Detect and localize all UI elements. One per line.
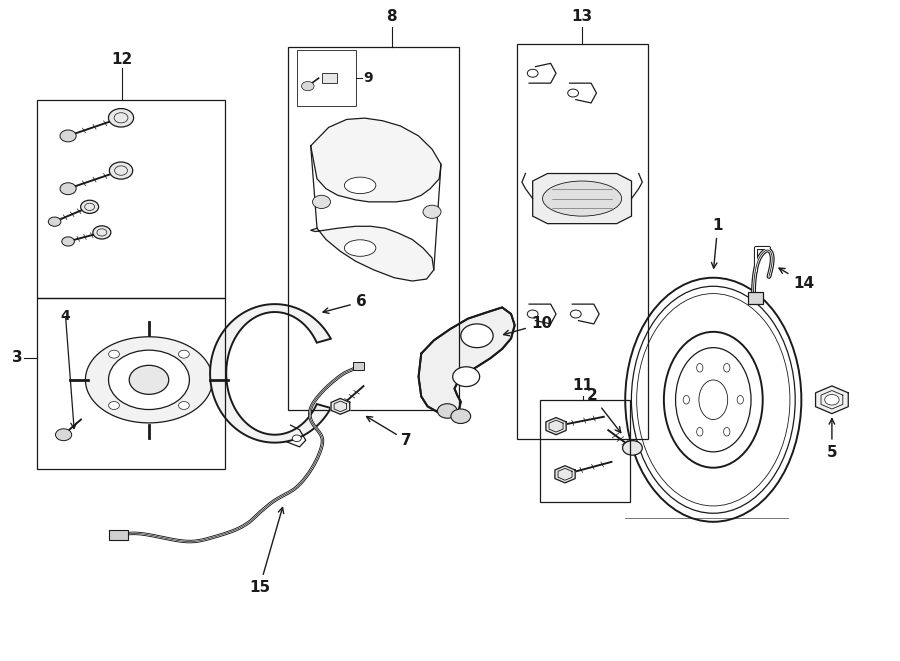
Circle shape bbox=[178, 401, 189, 409]
Bar bbox=[109, 530, 129, 540]
Circle shape bbox=[60, 130, 76, 142]
Circle shape bbox=[109, 350, 189, 410]
Polygon shape bbox=[310, 118, 441, 202]
Ellipse shape bbox=[697, 364, 703, 372]
Circle shape bbox=[108, 108, 133, 127]
Circle shape bbox=[62, 237, 75, 246]
Text: 13: 13 bbox=[572, 9, 593, 24]
Circle shape bbox=[109, 162, 132, 179]
Text: 4: 4 bbox=[60, 309, 70, 323]
Circle shape bbox=[49, 217, 61, 226]
Bar bbox=[288, 47, 459, 410]
Circle shape bbox=[130, 366, 168, 395]
Bar bbox=[297, 50, 356, 106]
Circle shape bbox=[81, 200, 99, 214]
Text: 6: 6 bbox=[323, 295, 366, 313]
Ellipse shape bbox=[543, 181, 622, 216]
Circle shape bbox=[623, 441, 643, 455]
Text: 1: 1 bbox=[712, 218, 723, 268]
Circle shape bbox=[56, 429, 72, 441]
Ellipse shape bbox=[724, 364, 730, 372]
Circle shape bbox=[60, 182, 76, 194]
Polygon shape bbox=[533, 174, 632, 223]
Ellipse shape bbox=[699, 380, 728, 420]
Circle shape bbox=[312, 195, 330, 208]
Ellipse shape bbox=[724, 428, 730, 436]
Circle shape bbox=[437, 404, 457, 418]
Polygon shape bbox=[815, 386, 849, 414]
Text: 11: 11 bbox=[572, 378, 593, 393]
Polygon shape bbox=[210, 304, 331, 443]
Circle shape bbox=[292, 435, 302, 442]
Text: 2: 2 bbox=[587, 388, 621, 432]
Circle shape bbox=[109, 350, 120, 358]
Circle shape bbox=[109, 401, 120, 409]
Bar bbox=[322, 73, 337, 83]
Bar bbox=[540, 400, 630, 502]
Text: 10: 10 bbox=[504, 317, 552, 336]
Bar bbox=[37, 100, 225, 297]
Polygon shape bbox=[86, 336, 212, 423]
Text: 7: 7 bbox=[366, 416, 412, 448]
Bar bbox=[518, 44, 648, 440]
Circle shape bbox=[93, 226, 111, 239]
Circle shape bbox=[824, 395, 839, 405]
Polygon shape bbox=[555, 466, 575, 483]
Polygon shape bbox=[546, 418, 566, 435]
Bar bbox=[37, 297, 225, 469]
Ellipse shape bbox=[697, 428, 703, 436]
Text: 9: 9 bbox=[363, 71, 373, 85]
Circle shape bbox=[461, 324, 493, 348]
Circle shape bbox=[178, 350, 189, 358]
Ellipse shape bbox=[683, 395, 689, 404]
Bar bbox=[748, 292, 762, 304]
Text: 3: 3 bbox=[12, 350, 22, 365]
Circle shape bbox=[302, 81, 314, 91]
Polygon shape bbox=[331, 399, 350, 414]
Polygon shape bbox=[310, 226, 434, 281]
Ellipse shape bbox=[737, 395, 743, 404]
Bar bbox=[353, 362, 364, 370]
Text: 15: 15 bbox=[249, 508, 284, 595]
Polygon shape bbox=[418, 307, 515, 415]
Text: 12: 12 bbox=[112, 52, 132, 67]
Circle shape bbox=[451, 409, 471, 424]
Text: 8: 8 bbox=[386, 9, 397, 24]
Text: 14: 14 bbox=[779, 268, 814, 290]
Text: 5: 5 bbox=[826, 418, 837, 459]
Circle shape bbox=[453, 367, 480, 387]
Circle shape bbox=[423, 205, 441, 218]
Ellipse shape bbox=[345, 240, 376, 256]
Ellipse shape bbox=[345, 177, 376, 194]
